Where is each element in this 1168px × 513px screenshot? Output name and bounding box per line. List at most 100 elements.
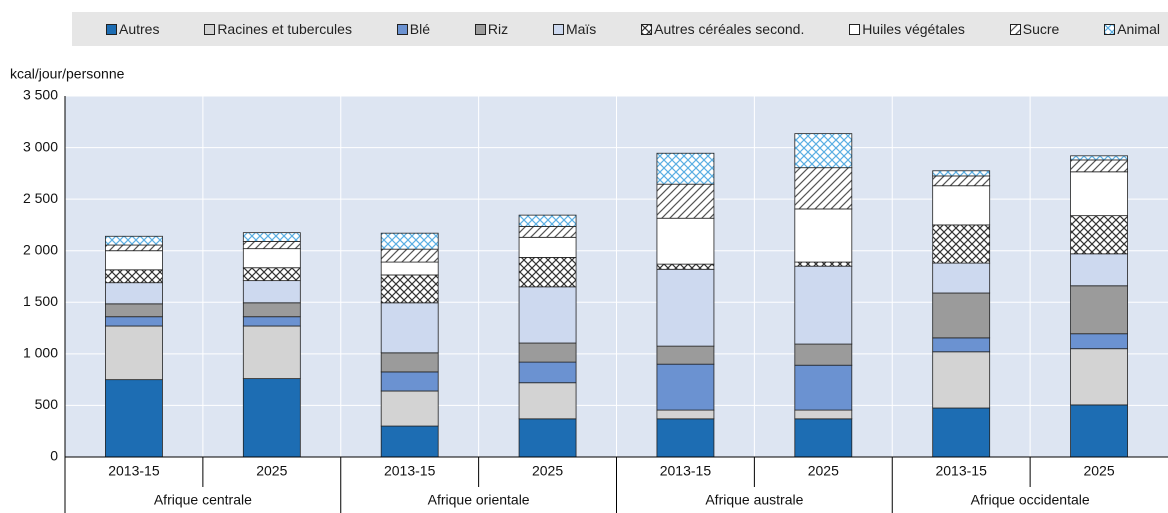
legend-label: Huiles végétales	[862, 21, 965, 37]
bar-segment	[380, 371, 439, 392]
legend-item: Blé	[396, 21, 431, 37]
bar-segment	[656, 217, 715, 265]
bar-segment	[1070, 253, 1128, 287]
bar-segment	[518, 361, 577, 384]
x-tick-label: 2013-15	[935, 463, 987, 479]
legend-swatch	[204, 23, 216, 35]
y-tick-label: 2 500	[23, 190, 58, 206]
x-tick-label: 2013-15	[660, 463, 712, 479]
bar-segment	[380, 302, 439, 354]
bar-segment	[242, 378, 301, 458]
bar-segment	[518, 236, 577, 258]
bar-segment	[105, 303, 163, 318]
legend-swatch	[641, 23, 653, 35]
bar-segment	[794, 343, 853, 366]
x-tick-label: 2025	[532, 463, 563, 479]
bar-segment	[242, 316, 301, 327]
bar-segment	[105, 316, 163, 327]
bar-segment	[932, 175, 991, 187]
bar-segment	[932, 185, 991, 226]
bar-segment	[105, 269, 163, 284]
group-label: Afrique orientale	[428, 492, 530, 508]
bar-segment	[518, 418, 577, 458]
bar-segment	[518, 382, 577, 420]
bar-segment	[932, 351, 991, 409]
bar-segment	[242, 325, 301, 380]
legend-item: Maïs	[552, 21, 597, 37]
bar-segment	[656, 409, 715, 420]
bar-segment	[1070, 333, 1128, 350]
legend-swatch-box	[106, 23, 117, 35]
legend-swatch	[1104, 23, 1116, 35]
bar-segment	[242, 267, 301, 282]
legend-swatch-box	[474, 23, 486, 35]
legend-swatch	[1009, 23, 1021, 35]
bar-segment	[794, 133, 853, 169]
legend-label: Autres céréales second.	[654, 21, 805, 37]
x-tick-label: 2013-15	[108, 463, 160, 479]
bar-segment	[656, 418, 715, 458]
legend-label: Blé	[409, 21, 431, 37]
bar-segment	[380, 425, 439, 458]
legend-swatch	[849, 23, 861, 35]
y-tick-label: 3 500	[23, 87, 58, 103]
bar-segment	[105, 282, 163, 305]
bar-segment	[932, 292, 991, 339]
legend-swatch-box	[641, 23, 653, 35]
bar-segment	[105, 235, 163, 246]
bar-segment	[380, 232, 439, 250]
bar-segment	[794, 265, 853, 345]
group-label: Afrique centrale	[154, 492, 252, 508]
y-tick-label: 1 500	[23, 293, 58, 309]
legend-item: Huiles végétales	[849, 21, 965, 37]
bar-segment	[518, 286, 577, 344]
y-tick-label: 500	[35, 396, 59, 412]
legend-swatch-box	[204, 23, 216, 35]
legend: Autres Racines et tubercules Blé Riz Maïs Aut…	[72, 12, 1168, 46]
legend-label: Animal	[1117, 21, 1160, 37]
bar-segment	[1070, 404, 1128, 458]
bar-segment	[794, 208, 853, 263]
legend-item: Autres céréales second.	[641, 21, 804, 37]
legend-item: Riz	[474, 21, 509, 37]
bar-segment	[656, 183, 715, 219]
legend-swatch	[474, 23, 486, 35]
bar-segment	[1070, 159, 1128, 173]
y-tick-label: 1 000	[23, 345, 58, 361]
bar-segment	[380, 274, 439, 304]
bar-segment	[932, 170, 991, 177]
bar-segment	[105, 244, 163, 252]
bar-segment	[518, 257, 577, 288]
legend-label: Sucre	[1022, 21, 1060, 37]
legend-label: Racines et tubercules	[217, 21, 352, 37]
legend-item: Racines et tubercules	[204, 21, 352, 37]
bar-segment	[794, 418, 853, 458]
legend-swatch-box	[552, 23, 564, 35]
bar-segment	[794, 167, 853, 210]
legend-swatch	[552, 23, 564, 35]
y-tick-label: 3 000	[23, 138, 58, 154]
y-axis-label: kcal/jour/personne	[10, 66, 125, 82]
bar-segment	[932, 262, 991, 294]
bar-segment	[932, 337, 991, 353]
bar-segment	[105, 325, 163, 381]
legend-label: Autres	[119, 21, 160, 37]
legend-label: Riz	[487, 21, 509, 37]
bar-segment	[380, 390, 439, 427]
legend-swatch	[396, 23, 408, 35]
legend-swatch-box	[849, 23, 861, 35]
x-tick-label: 2025	[808, 463, 839, 479]
bar-segment	[105, 379, 163, 458]
bar-segment	[1070, 348, 1128, 406]
y-tick-label: 0	[50, 448, 58, 464]
bar-segment	[518, 214, 577, 227]
bar-segment	[518, 342, 577, 363]
legend-item: Animal	[1104, 21, 1160, 37]
bar-segment	[656, 268, 715, 347]
bar-segment	[794, 261, 853, 267]
bar-segment	[932, 224, 991, 264]
x-tick-label: 2013-15	[384, 463, 436, 479]
legend-label: Maïs	[565, 21, 597, 37]
group-label: Afrique occidentale	[971, 492, 1090, 508]
